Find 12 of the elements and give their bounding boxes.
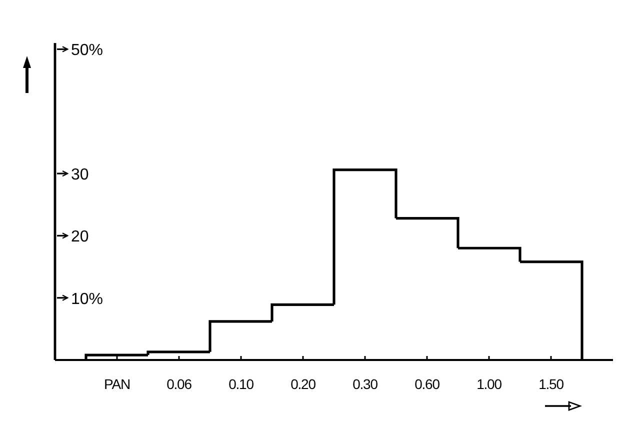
x-tick-label: 0.06	[166, 376, 192, 392]
x-tick-label: 0.30	[352, 376, 378, 392]
x-tick-label: 1.50	[538, 376, 564, 392]
x-tick-label: PAN	[104, 376, 130, 392]
y-tick-label: 30	[71, 166, 89, 184]
y-tick-label: 20	[71, 228, 89, 246]
y-tick-label: 10%	[71, 290, 104, 308]
x-tick-label: 0.20	[290, 376, 316, 392]
x-tick-label: 0.60	[414, 376, 440, 392]
x-tick-label: 0.10	[228, 376, 254, 392]
x-tick-label: 1.00	[476, 376, 502, 392]
y-tick-label: 50%	[71, 42, 104, 60]
